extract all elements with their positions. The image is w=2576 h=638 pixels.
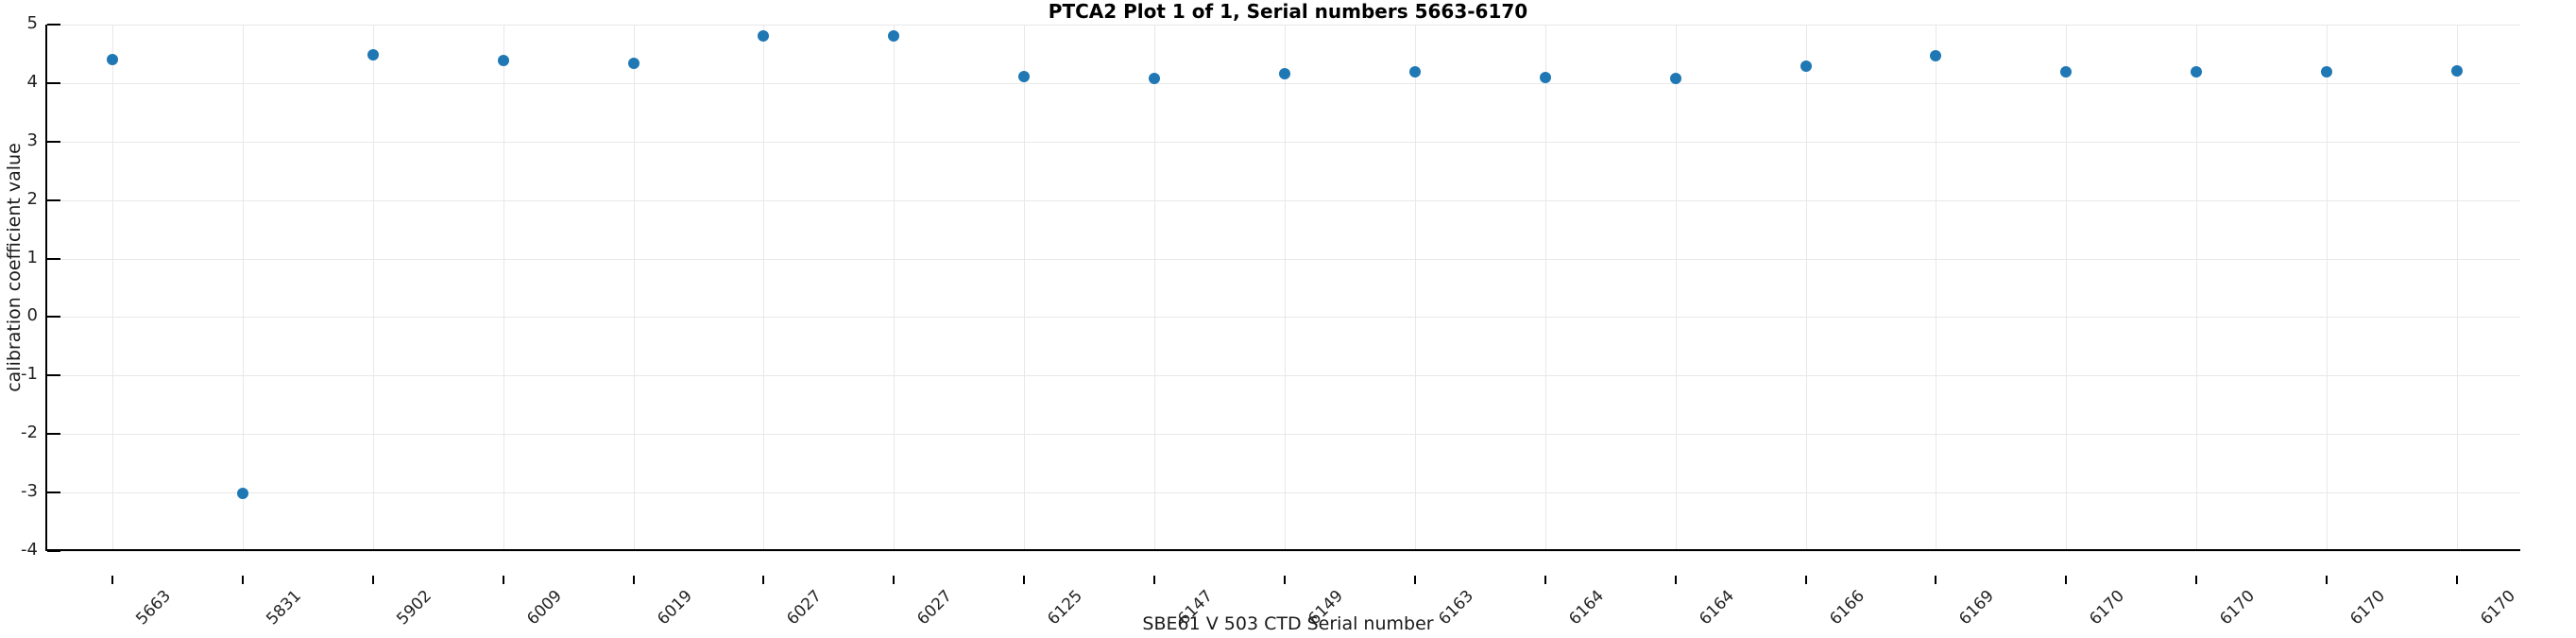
- y-tick-label: -1: [21, 364, 38, 385]
- data-point[interactable]: [1279, 67, 1290, 79]
- gridline-horizontal: [47, 258, 2520, 260]
- gridline-horizontal: [47, 82, 2520, 84]
- gridline-horizontal: [47, 434, 2520, 436]
- gridline-horizontal: [47, 141, 2520, 143]
- x-tick-mark: [2195, 576, 2198, 584]
- y-tick-mark: [47, 491, 60, 494]
- gridline-horizontal: [47, 551, 2520, 552]
- x-axis-label: SBE61 V 503 CTD Serial number: [1142, 613, 1434, 634]
- data-point[interactable]: [1669, 72, 1681, 84]
- gridline-vertical: [763, 25, 765, 549]
- gridline-vertical: [894, 25, 896, 549]
- gridline-horizontal: [47, 25, 2520, 26]
- gridline-vertical: [242, 25, 244, 549]
- y-tick-label: 5: [26, 13, 38, 33]
- gridline-vertical: [1414, 25, 1416, 549]
- data-point[interactable]: [2321, 65, 2333, 78]
- data-point[interactable]: [1539, 71, 1551, 83]
- y-tick-label: 3: [26, 129, 38, 150]
- x-tick-mark: [502, 576, 504, 584]
- y-tick-mark: [47, 140, 60, 143]
- y-tick-mark: [47, 24, 60, 26]
- gridline-vertical: [1544, 25, 1546, 549]
- x-tick-mark: [1674, 576, 1677, 584]
- y-tick-mark: [47, 81, 60, 84]
- x-tick-mark: [2326, 576, 2329, 584]
- gridline-vertical: [2196, 25, 2198, 549]
- y-tick-mark: [47, 550, 60, 552]
- data-point[interactable]: [627, 58, 640, 70]
- gridline-vertical: [503, 25, 504, 549]
- y-tick-mark: [47, 257, 60, 260]
- x-tick-mark: [632, 576, 635, 584]
- y-tick-mark: [47, 316, 60, 319]
- y-tick-label: 2: [26, 188, 38, 209]
- y-tick-mark: [47, 198, 60, 201]
- y-tick-mark: [47, 433, 60, 436]
- x-tick-mark: [762, 576, 765, 584]
- data-point[interactable]: [1930, 49, 1942, 61]
- x-tick-mark: [241, 576, 244, 584]
- x-tick-mark: [893, 576, 896, 584]
- x-tick-mark: [111, 576, 113, 584]
- data-point[interactable]: [758, 29, 770, 42]
- data-point[interactable]: [1018, 71, 1031, 83]
- gridline-vertical: [2066, 25, 2068, 549]
- x-tick-mark: [1284, 576, 1286, 584]
- chart-title: PTCA2 Plot 1 of 1, Serial numbers 5663-6…: [1048, 0, 1528, 23]
- data-point[interactable]: [1149, 72, 1161, 84]
- gridline-vertical: [1675, 25, 1677, 549]
- gridline-vertical: [372, 25, 374, 549]
- gridline-vertical: [111, 25, 113, 549]
- plot-area: 5 4 3 2 1 0 -1 -2 -3 -4 5663 5831 5902 6009 6019 6027 6…: [21, 15, 2520, 629]
- data-point[interactable]: [367, 49, 379, 61]
- y-tick-label: 1: [26, 247, 38, 267]
- x-tick-mark: [2456, 576, 2459, 584]
- data-point[interactable]: [497, 55, 509, 67]
- data-point[interactable]: [888, 29, 900, 42]
- x-tick-mark: [1544, 576, 1546, 584]
- data-point[interactable]: [236, 488, 248, 500]
- y-tick-label: -2: [21, 422, 38, 443]
- x-tick-mark: [1935, 576, 1937, 584]
- gridline-vertical: [1805, 25, 1807, 549]
- gridline-vertical: [633, 25, 635, 549]
- data-point[interactable]: [2191, 65, 2203, 78]
- gridline-vertical: [2457, 25, 2459, 549]
- x-tick-mark: [1153, 576, 1156, 584]
- gridline-horizontal: [47, 199, 2520, 201]
- x-tick-mark: [371, 576, 374, 584]
- data-point[interactable]: [2060, 65, 2073, 78]
- gridline-vertical: [1285, 25, 1286, 549]
- y-tick-label: 4: [26, 71, 38, 92]
- gridline-horizontal: [47, 317, 2520, 319]
- gridline-vertical: [1024, 25, 1026, 549]
- y-tick-label: 0: [26, 305, 38, 326]
- data-point[interactable]: [2451, 64, 2464, 77]
- gridline-horizontal: [47, 375, 2520, 377]
- data-point[interactable]: [1408, 66, 1421, 78]
- x-tick-mark: [1804, 576, 1807, 584]
- gridline-horizontal: [47, 492, 2520, 494]
- y-tick-label: -4: [21, 540, 38, 560]
- x-tick-mark: [2065, 576, 2068, 584]
- x-tick-mark: [1413, 576, 1416, 584]
- x-tick-mark: [1023, 576, 1026, 584]
- gridline-vertical: [1154, 25, 1156, 549]
- data-point[interactable]: [106, 53, 118, 65]
- data-point[interactable]: [1800, 60, 1812, 72]
- y-tick-mark: [47, 374, 60, 377]
- gridline-vertical: [2327, 25, 2329, 549]
- y-tick-label: -3: [21, 481, 38, 502]
